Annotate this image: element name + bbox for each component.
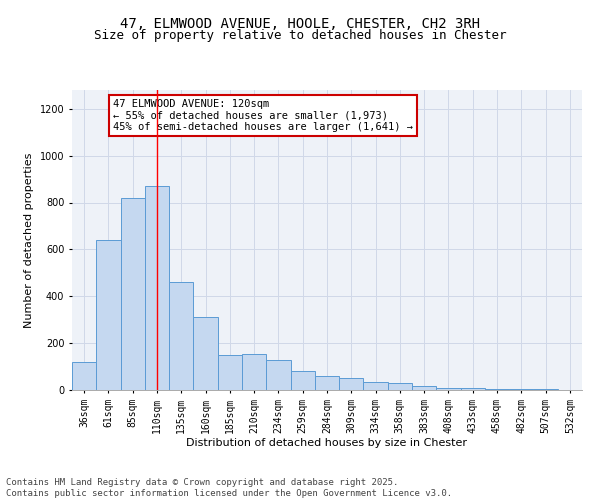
Y-axis label: Number of detached properties: Number of detached properties: [24, 152, 34, 328]
Bar: [169, 282, 193, 390]
X-axis label: Distribution of detached houses by size in Chester: Distribution of detached houses by size …: [187, 438, 467, 448]
Bar: [72, 362, 96, 390]
Bar: [339, 378, 364, 390]
Bar: [436, 388, 461, 390]
Bar: [485, 389, 509, 390]
Bar: [290, 371, 315, 390]
Bar: [193, 318, 218, 390]
Text: Size of property relative to detached houses in Chester: Size of property relative to detached ho…: [94, 29, 506, 42]
Bar: [96, 240, 121, 390]
Bar: [266, 360, 290, 390]
Bar: [388, 384, 412, 390]
Bar: [461, 388, 485, 390]
Bar: [364, 382, 388, 390]
Text: Contains HM Land Registry data © Crown copyright and database right 2025.
Contai: Contains HM Land Registry data © Crown c…: [6, 478, 452, 498]
Bar: [121, 198, 145, 390]
Bar: [315, 376, 339, 390]
Bar: [218, 355, 242, 390]
Text: 47, ELMWOOD AVENUE, HOOLE, CHESTER, CH2 3RH: 47, ELMWOOD AVENUE, HOOLE, CHESTER, CH2 …: [120, 18, 480, 32]
Text: 47 ELMWOOD AVENUE: 120sqm
← 55% of detached houses are smaller (1,973)
45% of se: 47 ELMWOOD AVENUE: 120sqm ← 55% of detac…: [113, 99, 413, 132]
Bar: [412, 386, 436, 390]
Bar: [509, 389, 533, 390]
Bar: [145, 186, 169, 390]
Bar: [242, 354, 266, 390]
